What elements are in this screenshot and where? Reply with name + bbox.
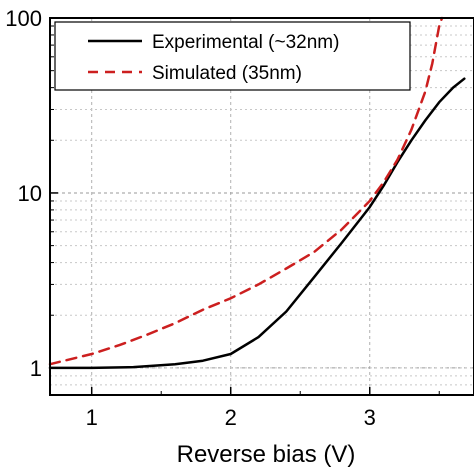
series-line-experimental [48, 77, 466, 370]
legend-label-simulated: Simulated (35nm) [152, 63, 302, 84]
y-tick-label: 1 [30, 356, 42, 381]
series-layer [48, 16, 466, 370]
x-tick-label: 3 [364, 405, 376, 430]
x-tick-label: 1 [86, 405, 98, 430]
y-tick-label: 100 [5, 6, 42, 31]
plot-frame [49, 17, 474, 396]
x-tick-label: 2 [225, 405, 237, 430]
series-line-simulated [48, 16, 444, 366]
legend-label-experimental: Experimental (~32nm) [152, 32, 339, 53]
y-tick-label: 10 [18, 181, 42, 206]
ticks: 1 2 3 1 10 100 [5, 6, 440, 430]
x-axis-title: Reverse bias (V) [177, 441, 356, 468]
legend-box [54, 21, 411, 91]
legend: Experimental (~32nm) Simulated (35nm) [54, 21, 411, 91]
